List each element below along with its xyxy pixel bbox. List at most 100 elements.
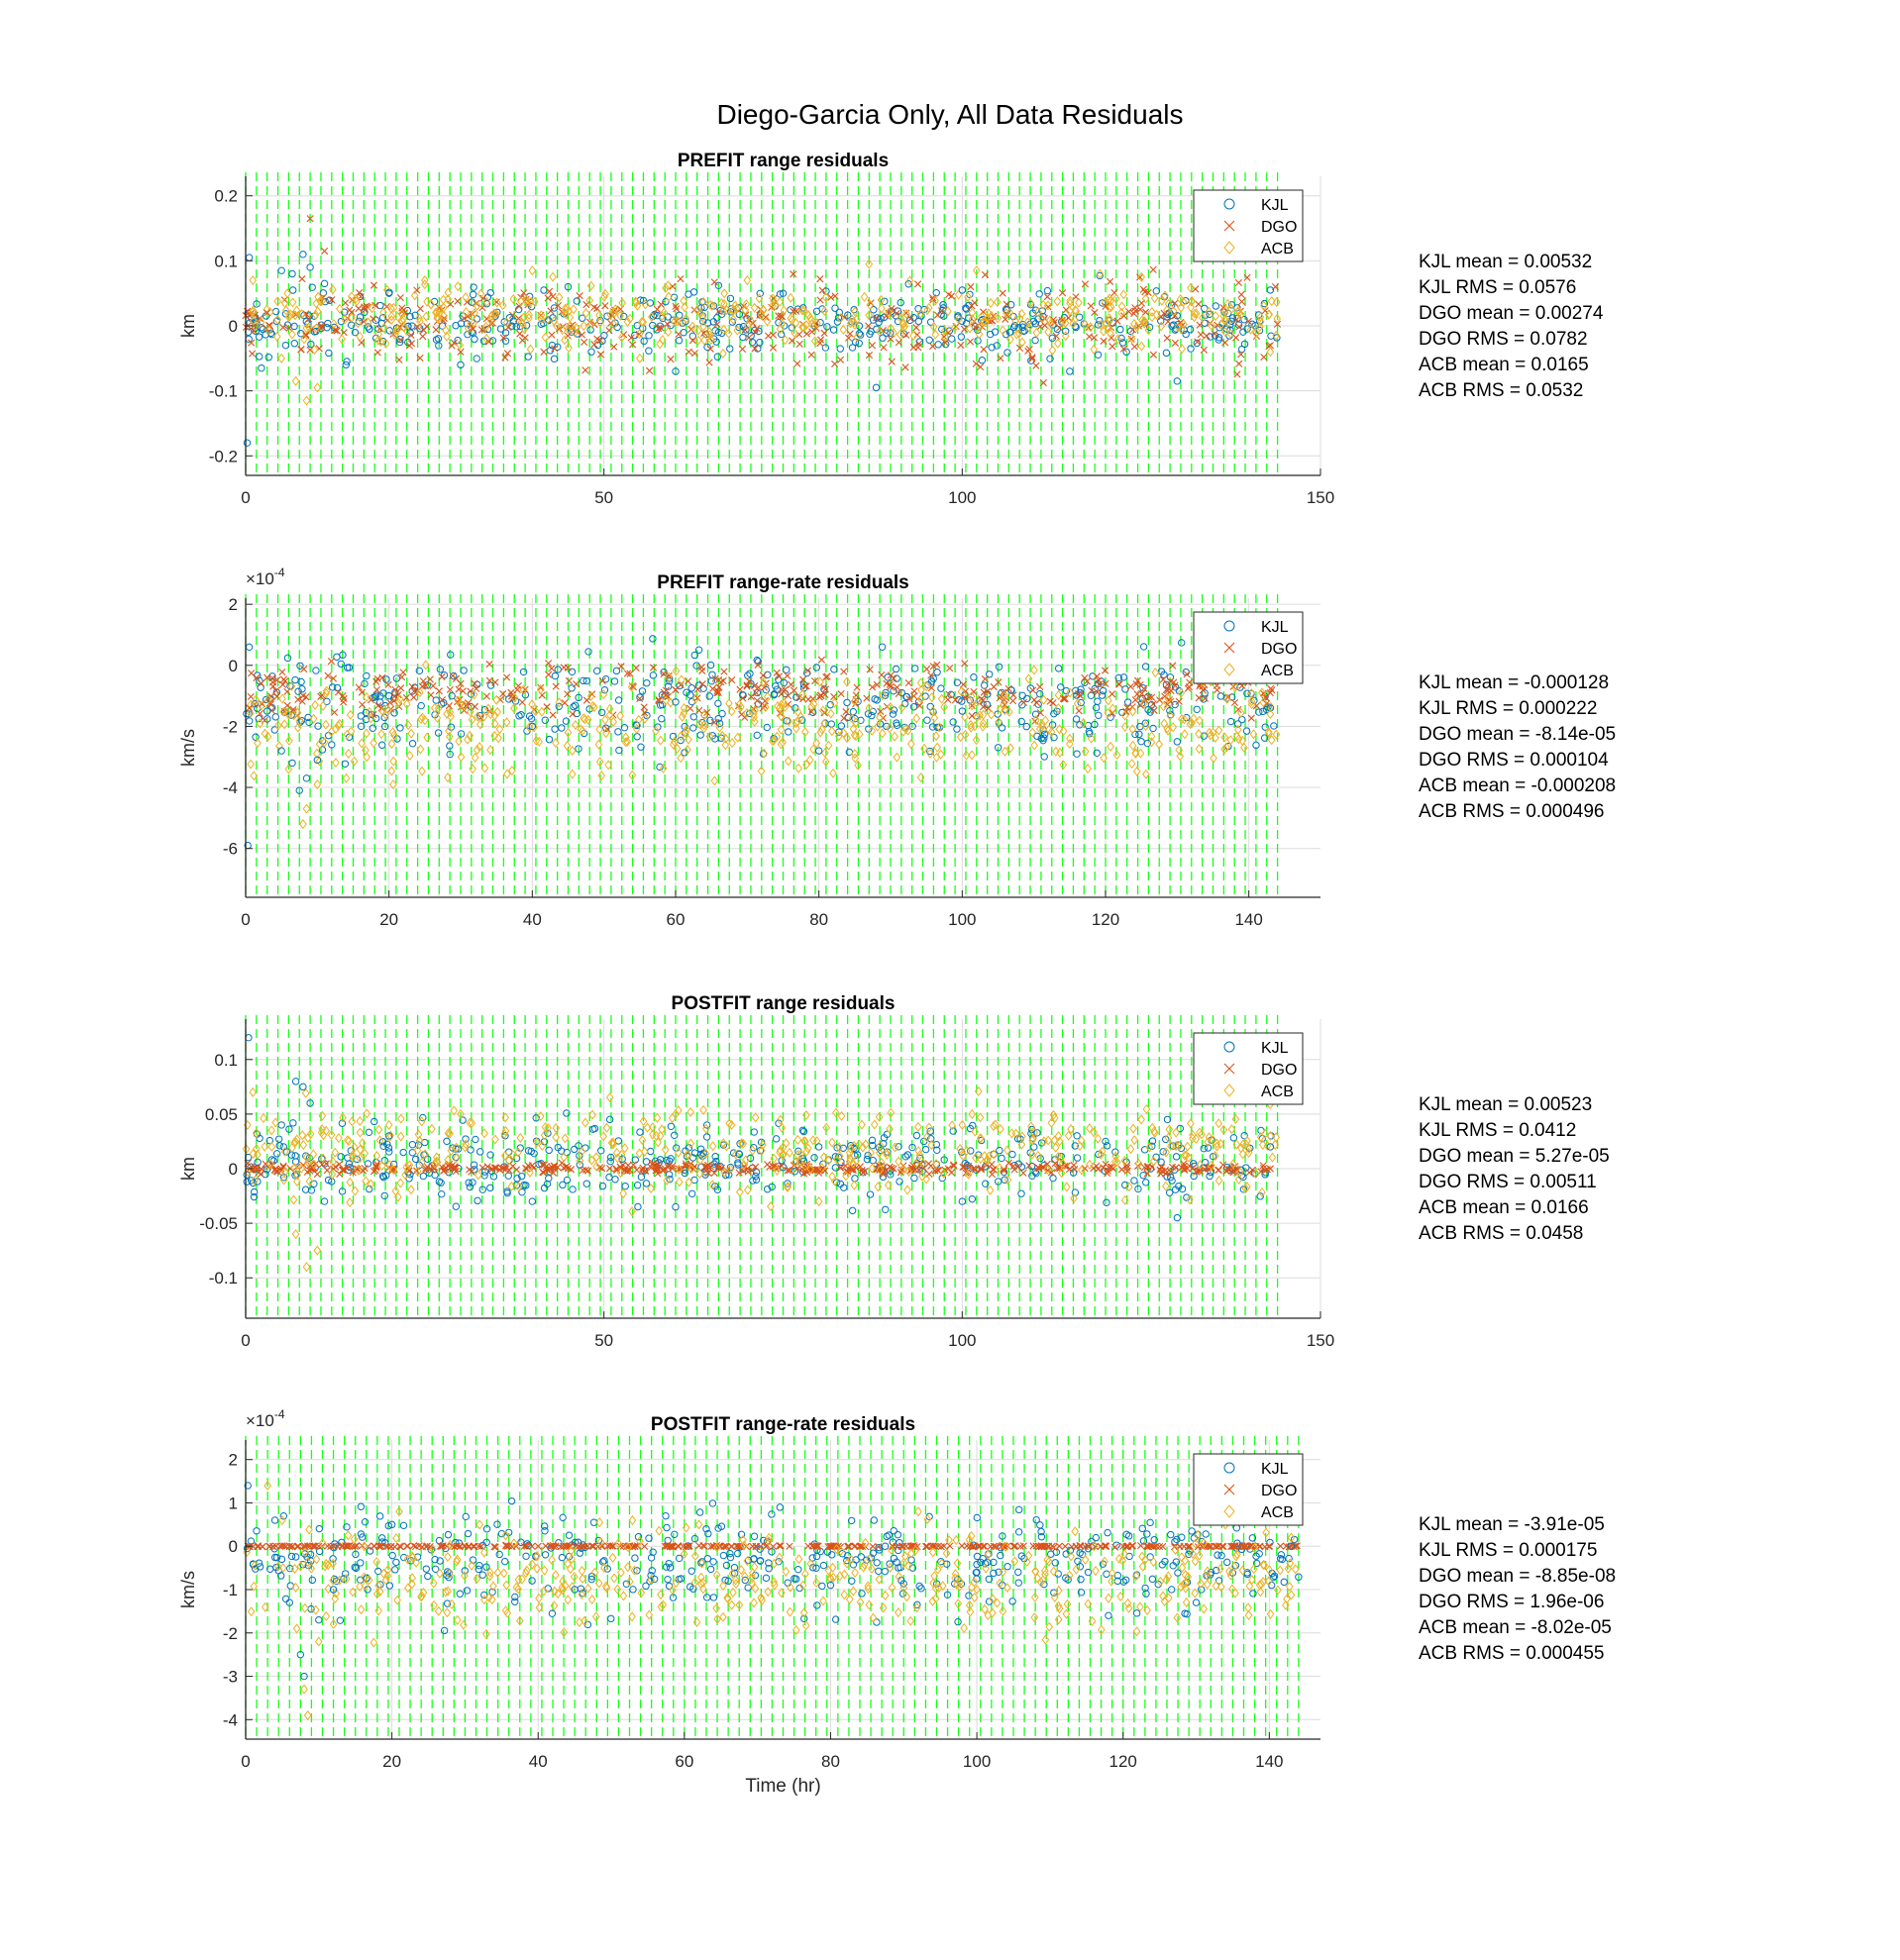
residual-point-kjl — [1243, 325, 1251, 333]
residual-point-dgo — [713, 320, 721, 329]
residual-point-dgo — [754, 661, 762, 669]
residual-point-acb — [1045, 315, 1054, 326]
residual-point-acb — [443, 331, 451, 342]
residual-point-dgo — [790, 686, 798, 694]
residual-point-dgo — [1149, 351, 1157, 359]
residual-point-dgo — [372, 685, 381, 694]
residual-point-acb — [836, 313, 845, 324]
residual-point-acb — [1070, 315, 1079, 326]
residual-point-dgo — [756, 311, 764, 319]
residual-point-dgo — [787, 680, 795, 688]
residual-point-acb — [387, 311, 396, 322]
residual-point-dgo — [1156, 696, 1164, 704]
residual-point-acb — [799, 305, 808, 316]
residual-point-dgo — [931, 1167, 939, 1175]
residual-point-dgo — [785, 691, 792, 700]
y-tick-label: -0.1 — [209, 1269, 238, 1288]
residual-point-dgo — [551, 1165, 559, 1173]
residual-point-acb — [564, 324, 573, 335]
residual-point-dgo — [1132, 680, 1140, 688]
residual-point-dgo — [624, 1161, 632, 1170]
residual-point-acb — [460, 700, 469, 711]
residual-point-acb — [1054, 689, 1063, 700]
residual-point-acb — [1223, 298, 1232, 309]
residual-point-acb — [680, 295, 687, 306]
residual-point-acb — [828, 1171, 836, 1182]
data-point-kjl — [564, 282, 573, 291]
residual-point-kjl — [714, 714, 722, 723]
residual-point-acb — [843, 676, 851, 687]
data-point-acb — [313, 382, 322, 393]
residual-point-kjl — [912, 1131, 921, 1140]
residual-point-kjl — [1076, 721, 1084, 729]
residual-point-acb — [807, 319, 816, 330]
residual-point-kjl — [1165, 1188, 1174, 1196]
residual-point-acb — [1214, 1118, 1223, 1129]
legend-label-kjl: KJL — [1261, 197, 1289, 214]
residual-point-kjl — [545, 1146, 553, 1155]
residual-point-dgo — [598, 676, 606, 685]
residual-point-kjl — [909, 314, 918, 322]
series-acb — [256, 709, 1275, 830]
residual-point-acb — [1247, 696, 1256, 707]
residual-point-acb — [778, 1122, 787, 1133]
residual-point-kjl — [1227, 301, 1236, 309]
residual-point-acb — [385, 1132, 393, 1143]
residual-point-kjl — [663, 1523, 671, 1532]
residual-point-acb — [1070, 1192, 1078, 1203]
residual-point-dgo — [983, 687, 992, 695]
residual-point-acb — [1264, 309, 1273, 320]
residual-point-dgo — [1043, 293, 1051, 301]
residual-point-acb — [683, 724, 690, 735]
residual-point-acb — [605, 703, 614, 714]
residual-point-kjl — [1148, 1137, 1157, 1145]
residual-point-acb — [628, 1206, 636, 1217]
residual-point-acb — [927, 1139, 936, 1151]
residual-point-kjl — [669, 1594, 678, 1601]
residual-point-acb — [799, 322, 808, 333]
residual-point-kjl — [697, 304, 705, 312]
residual-point-dgo — [981, 270, 990, 279]
residual-point-acb — [1142, 1103, 1151, 1115]
residual-point-kjl — [1162, 680, 1171, 688]
legend-label-dgo: DGO — [1261, 219, 1297, 236]
residual-point-dgo — [905, 695, 913, 703]
residual-point-kjl — [497, 1529, 506, 1538]
residual-point-kjl — [463, 320, 472, 328]
residual-point-acb — [1150, 1126, 1158, 1137]
residual-point-acb — [902, 308, 910, 319]
residual-point-acb — [830, 697, 839, 708]
residual-point-kjl — [1238, 715, 1246, 724]
residual-point-acb — [699, 723, 708, 734]
residual-point-kjl — [993, 342, 1002, 350]
residual-point-kjl — [250, 1192, 259, 1201]
residual-point-acb — [631, 296, 640, 307]
residual-point-kjl — [636, 1128, 644, 1136]
residual-point-dgo — [755, 683, 763, 691]
residual-point-kjl — [1073, 1132, 1081, 1140]
residual-point-dgo — [686, 704, 694, 712]
stat-kjl-mean: KJL mean = 0.00532 — [1419, 252, 1593, 272]
residual-point-acb — [402, 326, 411, 337]
residual-point-dgo — [808, 328, 816, 336]
residual-point-acb — [480, 1128, 488, 1139]
residual-point-dgo — [685, 677, 692, 685]
residual-point-acb — [312, 323, 321, 334]
residual-point-acb — [352, 293, 361, 304]
residual-point-dgo — [520, 1542, 528, 1550]
residual-point-kjl — [923, 716, 931, 724]
residual-point-acb — [466, 730, 474, 741]
data-point-kjl — [958, 1197, 967, 1205]
residual-point-dgo — [1260, 354, 1268, 361]
residual-point-kjl — [370, 1117, 378, 1126]
residual-point-kjl — [473, 355, 480, 362]
residual-point-kjl — [345, 1160, 354, 1168]
residual-point-dgo — [1186, 678, 1194, 686]
residual-point-dgo — [540, 1169, 548, 1177]
residual-point-acb — [1267, 296, 1276, 307]
residual-point-acb — [899, 317, 907, 328]
residual-point-acb — [1038, 719, 1046, 730]
residual-point-acb — [389, 779, 397, 790]
residual-point-acb — [798, 689, 806, 700]
